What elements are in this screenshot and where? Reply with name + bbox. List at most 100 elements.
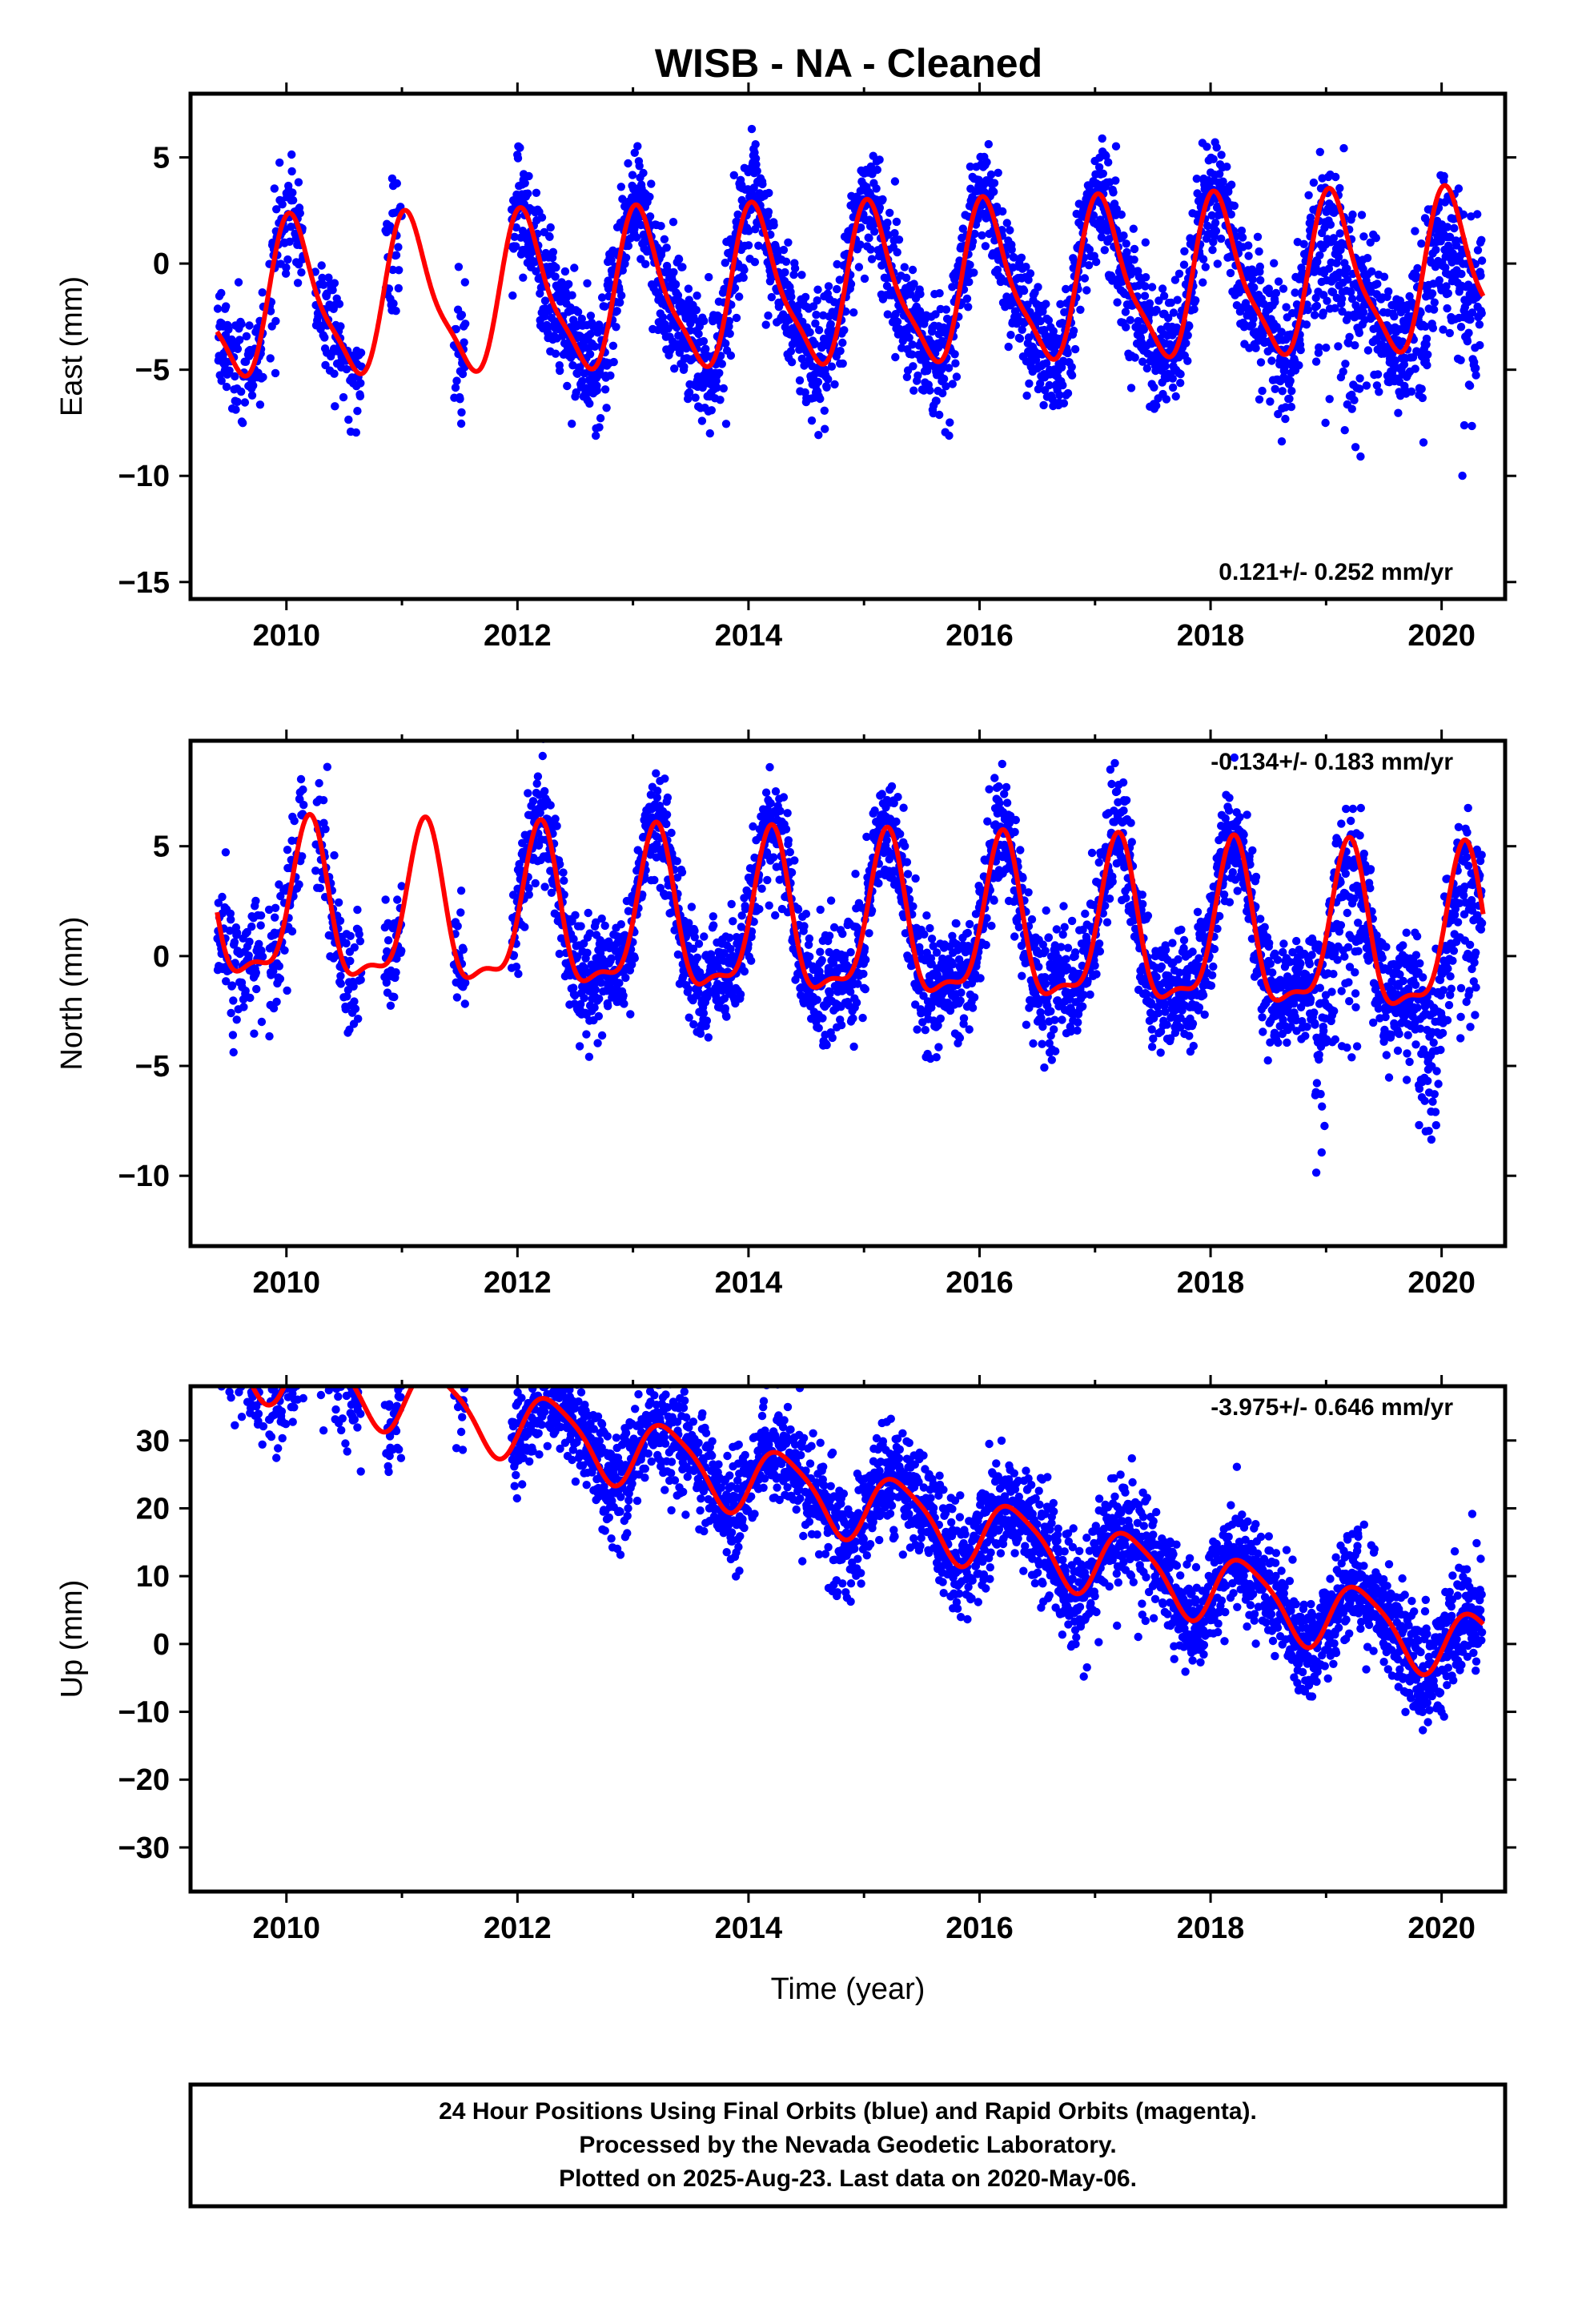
data-point — [705, 272, 713, 282]
data-point — [870, 227, 879, 236]
data-point — [1296, 345, 1305, 355]
data-point — [297, 268, 306, 277]
data-point — [1347, 287, 1355, 296]
data-point — [689, 1019, 698, 1029]
data-point — [288, 188, 297, 197]
data-point — [861, 985, 870, 994]
data-point — [1279, 284, 1288, 293]
data-point — [551, 272, 560, 281]
data-point — [852, 998, 861, 1007]
data-point — [354, 1015, 363, 1023]
data-point — [814, 1023, 823, 1033]
data-point — [1176, 379, 1185, 388]
data-point — [344, 415, 353, 424]
data-point — [673, 857, 681, 866]
data-point — [578, 376, 587, 386]
data-point — [552, 822, 561, 830]
data-point — [887, 782, 897, 791]
data-point — [1182, 339, 1191, 348]
data-point — [1419, 438, 1428, 447]
data-point — [764, 311, 773, 320]
data-point — [1122, 247, 1131, 257]
data-point — [628, 171, 637, 179]
data-point — [1344, 339, 1353, 348]
data-point — [1085, 245, 1094, 254]
data-point — [275, 158, 284, 167]
data-point — [1100, 246, 1110, 255]
data-point — [641, 259, 650, 268]
data-point — [769, 853, 778, 862]
data-point — [1199, 255, 1208, 263]
data-point — [893, 317, 902, 326]
data-point — [866, 245, 875, 254]
data-point — [617, 291, 626, 300]
data-point — [317, 261, 326, 270]
data-point — [271, 903, 280, 913]
data-point — [1217, 234, 1226, 243]
data-point — [237, 320, 246, 328]
data-point — [1373, 279, 1382, 288]
data-point — [1048, 395, 1057, 404]
data-point — [583, 279, 592, 287]
data-point — [1390, 312, 1399, 321]
data-point — [1423, 350, 1432, 359]
data-point — [546, 223, 555, 232]
data-point — [1287, 402, 1296, 412]
data-point — [1343, 264, 1351, 273]
data-point — [725, 329, 734, 338]
data-point — [707, 406, 716, 415]
data-point — [351, 428, 360, 437]
data-point — [900, 263, 909, 271]
data-point — [397, 947, 406, 955]
data-point — [874, 879, 883, 888]
data-point — [533, 772, 543, 781]
data-point — [1162, 395, 1171, 404]
data-point — [818, 1014, 827, 1023]
data-point — [801, 292, 810, 302]
data-point — [1179, 260, 1189, 269]
data-point — [660, 235, 669, 243]
data-point — [729, 171, 738, 179]
data-point — [1466, 315, 1475, 324]
data-point — [1058, 380, 1067, 390]
data-point — [1237, 226, 1247, 235]
data-point — [1007, 245, 1016, 254]
data-point — [239, 1003, 248, 1011]
data-point — [1350, 396, 1359, 404]
data-point — [573, 369, 582, 378]
data-point — [790, 856, 799, 865]
data-point — [1417, 239, 1426, 248]
data-point — [785, 847, 794, 857]
data-point — [1445, 328, 1455, 338]
data-point — [721, 420, 731, 428]
data-point — [516, 143, 524, 152]
data-point — [667, 828, 676, 838]
data-point — [1310, 311, 1319, 320]
data-point — [687, 903, 697, 911]
data-point — [604, 276, 612, 285]
data-point — [459, 945, 468, 955]
data-point — [1467, 212, 1476, 221]
data-point — [700, 932, 709, 941]
data-point — [235, 336, 244, 344]
data-point — [656, 222, 665, 231]
data-point — [618, 266, 627, 275]
data-point — [671, 279, 681, 289]
data-point — [255, 400, 265, 409]
data-point — [1372, 381, 1382, 390]
data-point — [1150, 383, 1158, 392]
data-point — [520, 179, 529, 187]
data-point — [632, 233, 641, 242]
data-point — [1428, 324, 1438, 332]
data-point — [1477, 235, 1486, 244]
y-axis-label: East (mm) — [55, 276, 89, 416]
data-point — [1159, 292, 1169, 300]
data-point — [964, 303, 973, 312]
data-point — [531, 879, 540, 888]
data-point — [899, 803, 908, 812]
data-point — [970, 268, 978, 277]
data-point — [571, 911, 580, 920]
data-point — [1256, 358, 1266, 367]
data-point — [512, 223, 520, 232]
data-point — [807, 416, 817, 425]
